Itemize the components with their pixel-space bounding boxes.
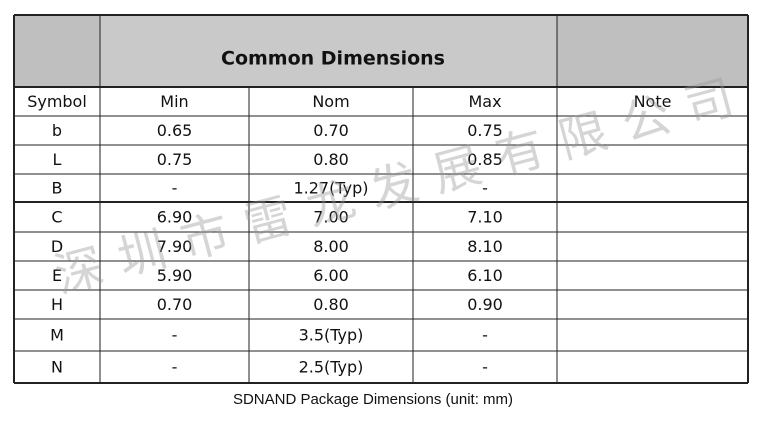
- cell-value: 7.00: [313, 208, 349, 227]
- cell-value: 3.5(Typ): [299, 326, 364, 345]
- cell-value: 0.75: [157, 150, 193, 169]
- cell-value: 2.5(Typ): [299, 358, 364, 377]
- column-header: Symbol: [27, 92, 87, 111]
- row-symbol: H: [51, 295, 63, 314]
- row-symbol: E: [52, 266, 62, 285]
- cell-value: 0.85: [467, 150, 503, 169]
- caption: SDNAND Package Dimensions (unit: mm): [233, 391, 513, 408]
- cell-value: 5.90: [157, 266, 193, 285]
- cell-value: -: [482, 326, 488, 345]
- watermark: 深圳市雷龙发展有限公司: [49, 69, 740, 304]
- cell-value: -: [482, 179, 488, 198]
- row-symbol: b: [52, 121, 62, 140]
- cell-value: 0.70: [313, 121, 349, 140]
- row-symbol: C: [51, 208, 62, 227]
- table-cells: Symbol Min Nom Max Note b 0.65 0.70 0.75 L 0.75 0.8…: [27, 92, 671, 377]
- cell-value: -: [172, 358, 178, 377]
- cell-value: -: [172, 179, 178, 198]
- cell-value: 0.75: [467, 121, 503, 140]
- row-symbol: N: [51, 358, 63, 377]
- table-title: Common Dimensions: [221, 48, 445, 70]
- cell-value: -: [172, 326, 178, 345]
- row-symbol: D: [51, 237, 63, 256]
- cell-value: 6.10: [467, 266, 503, 285]
- cell-value: 8.00: [313, 237, 349, 256]
- column-header: Note: [634, 92, 672, 111]
- row-symbol: B: [52, 179, 63, 198]
- cell-value: 0.90: [467, 295, 503, 314]
- cell-value: 0.65: [157, 121, 193, 140]
- cell-value: 0.70: [157, 295, 193, 314]
- column-header: Nom: [312, 92, 349, 111]
- row-symbol: L: [53, 150, 62, 169]
- cell-value: 6.90: [157, 208, 193, 227]
- column-header: Min: [160, 92, 188, 111]
- cell-value: 1.27(Typ): [293, 179, 368, 198]
- column-header: Max: [468, 92, 501, 111]
- cell-value: 7.90: [157, 237, 193, 256]
- cell-value: 8.10: [467, 237, 503, 256]
- cell-value: 7.10: [467, 208, 503, 227]
- title-cell: [100, 15, 557, 87]
- table-grid: [13, 14, 749, 384]
- row-symbol: M: [50, 326, 64, 345]
- cell-value: 0.80: [313, 150, 349, 169]
- cell-value: 6.00: [313, 266, 349, 285]
- cell-value: 0.80: [313, 295, 349, 314]
- cell-value: -: [482, 358, 488, 377]
